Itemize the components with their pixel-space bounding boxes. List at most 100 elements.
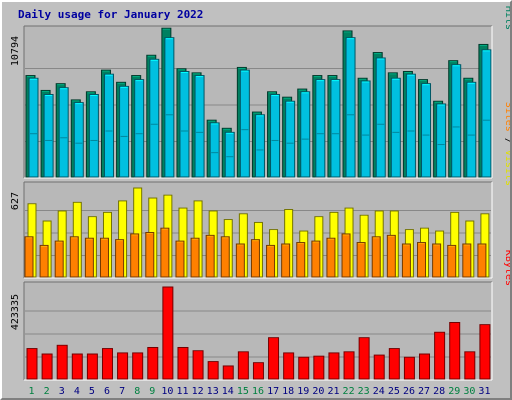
- sites-bar-body: [250, 239, 260, 278]
- files-bar: [179, 70, 190, 178]
- sites-bar-body: [356, 242, 366, 278]
- sites-bar: [175, 240, 185, 278]
- kbytes-bar-body: [358, 337, 370, 380]
- files-bar-body: [103, 73, 114, 178]
- kbytes-bar-body: [464, 351, 476, 380]
- kbytes-bar-body: [434, 331, 446, 380]
- sites-bar-body: [39, 244, 49, 278]
- panel-middle-legend: Sites / Visits: [503, 102, 510, 186]
- kbytes-bar-body: [449, 321, 461, 380]
- files-bar: [209, 122, 220, 178]
- x-tick-label: 28: [433, 386, 445, 397]
- panel-top-legend: Pages / Files / Hits: [503, 2, 510, 30]
- files-bar: [390, 77, 401, 178]
- sites-bar-body: [401, 243, 411, 278]
- kbytes-bar-body: [403, 356, 415, 380]
- files-bar-body: [421, 83, 432, 178]
- legend-part: Hits: [503, 6, 510, 30]
- sites-bar: [311, 240, 321, 278]
- kbytes-bar: [313, 355, 325, 380]
- sites-bar: [386, 234, 396, 278]
- files-bar-body: [88, 93, 99, 178]
- x-tick-label: 23: [358, 386, 370, 397]
- sites-bar-body: [190, 237, 200, 278]
- kbytes-bar: [449, 321, 461, 380]
- kbytes-bar: [177, 346, 189, 380]
- files-bar: [345, 37, 356, 178]
- y-axis-max-label: 627: [10, 192, 21, 210]
- files-bar-body: [375, 57, 386, 178]
- files-bar-body: [149, 58, 160, 178]
- x-tick-label: 8: [134, 386, 140, 397]
- kbytes-bar-body: [298, 356, 310, 380]
- sites-bar: [54, 240, 64, 278]
- sites-bar-body: [54, 240, 64, 278]
- sites-bar: [145, 232, 155, 278]
- y-axis-max-label: 10794: [10, 36, 21, 66]
- kbytes-bar-body: [237, 351, 249, 380]
- kbytes-bar: [268, 337, 280, 380]
- sites-bar-body: [266, 244, 276, 278]
- sites-bar-body: [477, 243, 487, 278]
- files-bar-body: [285, 100, 296, 178]
- kbytes-bar: [41, 353, 53, 380]
- kbytes-bar: [373, 354, 385, 380]
- sites-bar-body: [160, 227, 170, 278]
- kbytes-bar-body: [132, 352, 144, 380]
- files-bar-body: [254, 114, 265, 178]
- x-tick-label: 25: [388, 386, 400, 397]
- x-tick-label: 7: [119, 386, 125, 397]
- x-tick-label: 17: [267, 386, 279, 397]
- sites-bar: [190, 237, 200, 278]
- files-bar-body: [164, 37, 175, 178]
- legend-part: /: [503, 132, 510, 150]
- sites-bar-body: [462, 243, 472, 278]
- kbytes-bar: [434, 331, 446, 380]
- files-bar: [224, 131, 235, 178]
- files-bar-body: [330, 79, 341, 178]
- kbytes-bar-body: [252, 362, 264, 380]
- sites-bar: [341, 233, 351, 278]
- kbytes-bar-body: [26, 348, 38, 380]
- kbytes-bar-body: [41, 353, 53, 380]
- files-bar-body: [481, 49, 492, 178]
- sites-bar: [69, 236, 79, 278]
- files-bar: [28, 77, 39, 178]
- kbytes-bar: [328, 352, 340, 380]
- files-bar-body: [28, 77, 39, 178]
- kbytes-bar-body: [313, 355, 325, 380]
- x-tick-label: 31: [478, 386, 490, 397]
- sites-bar-body: [205, 234, 215, 278]
- kbytes-bar-body: [268, 337, 280, 380]
- kbytes-bar-body: [71, 353, 83, 380]
- files-bar: [315, 79, 326, 178]
- sites-bar-body: [220, 236, 230, 278]
- files-bar: [88, 93, 99, 178]
- files-bar-body: [224, 131, 235, 178]
- sites-bar: [39, 244, 49, 278]
- kbytes-bar: [86, 353, 98, 380]
- files-bar-body: [451, 64, 462, 178]
- kbytes-bar-body: [117, 352, 129, 380]
- sites-bar-body: [175, 240, 185, 278]
- legend-part: Sites: [503, 102, 510, 132]
- kbytes-bar: [132, 352, 144, 380]
- kbytes-bar-body: [101, 348, 113, 380]
- sites-bar-body: [99, 237, 109, 278]
- files-bar: [360, 80, 371, 178]
- x-tick-label: 12: [192, 386, 204, 397]
- sites-bar: [326, 237, 336, 278]
- kbytes-bar-body: [86, 353, 98, 380]
- sites-bar-body: [432, 243, 442, 278]
- sites-bar-body: [447, 244, 457, 278]
- sites-bar: [462, 243, 472, 278]
- sites-bar: [477, 243, 487, 278]
- files-bar: [254, 114, 265, 178]
- files-bar: [270, 93, 281, 178]
- sites-bar: [250, 239, 260, 278]
- files-bar-body: [466, 81, 477, 178]
- x-tick-label: 1: [29, 386, 35, 397]
- x-tick-label: 21: [327, 386, 339, 397]
- kbytes-bar: [298, 356, 310, 380]
